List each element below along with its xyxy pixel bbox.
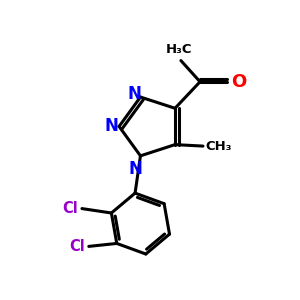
Text: Cl: Cl <box>63 201 78 216</box>
Text: N: N <box>128 160 142 178</box>
Text: O: O <box>231 73 246 91</box>
Text: Cl: Cl <box>70 239 85 254</box>
Text: CH₃: CH₃ <box>205 140 232 153</box>
Text: H₃C: H₃C <box>165 43 192 56</box>
Text: N: N <box>105 117 119 135</box>
Text: N: N <box>127 85 141 103</box>
